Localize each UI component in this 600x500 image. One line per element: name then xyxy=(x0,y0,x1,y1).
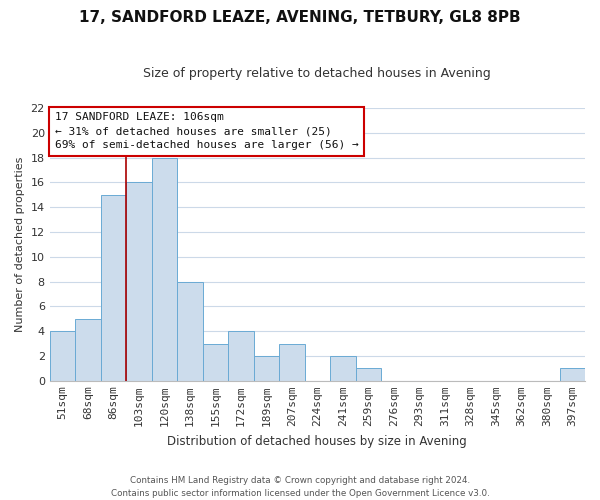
Bar xyxy=(356,368,381,381)
Bar xyxy=(560,368,585,381)
Bar xyxy=(254,356,279,381)
Bar xyxy=(50,331,75,381)
Bar xyxy=(203,344,228,381)
Bar xyxy=(75,319,101,381)
X-axis label: Distribution of detached houses by size in Avening: Distribution of detached houses by size … xyxy=(167,434,467,448)
Bar xyxy=(101,195,126,381)
Title: Size of property relative to detached houses in Avening: Size of property relative to detached ho… xyxy=(143,68,491,80)
Bar xyxy=(330,356,356,381)
Bar xyxy=(177,282,203,381)
Text: 17, SANDFORD LEAZE, AVENING, TETBURY, GL8 8PB: 17, SANDFORD LEAZE, AVENING, TETBURY, GL… xyxy=(79,10,521,25)
Text: Contains HM Land Registry data © Crown copyright and database right 2024.
Contai: Contains HM Land Registry data © Crown c… xyxy=(110,476,490,498)
Bar xyxy=(228,331,254,381)
Bar xyxy=(152,158,177,381)
Text: 17 SANDFORD LEAZE: 106sqm
← 31% of detached houses are smaller (25)
69% of semi-: 17 SANDFORD LEAZE: 106sqm ← 31% of detac… xyxy=(55,112,359,150)
Bar xyxy=(126,182,152,381)
Y-axis label: Number of detached properties: Number of detached properties xyxy=(15,156,25,332)
Bar xyxy=(279,344,305,381)
